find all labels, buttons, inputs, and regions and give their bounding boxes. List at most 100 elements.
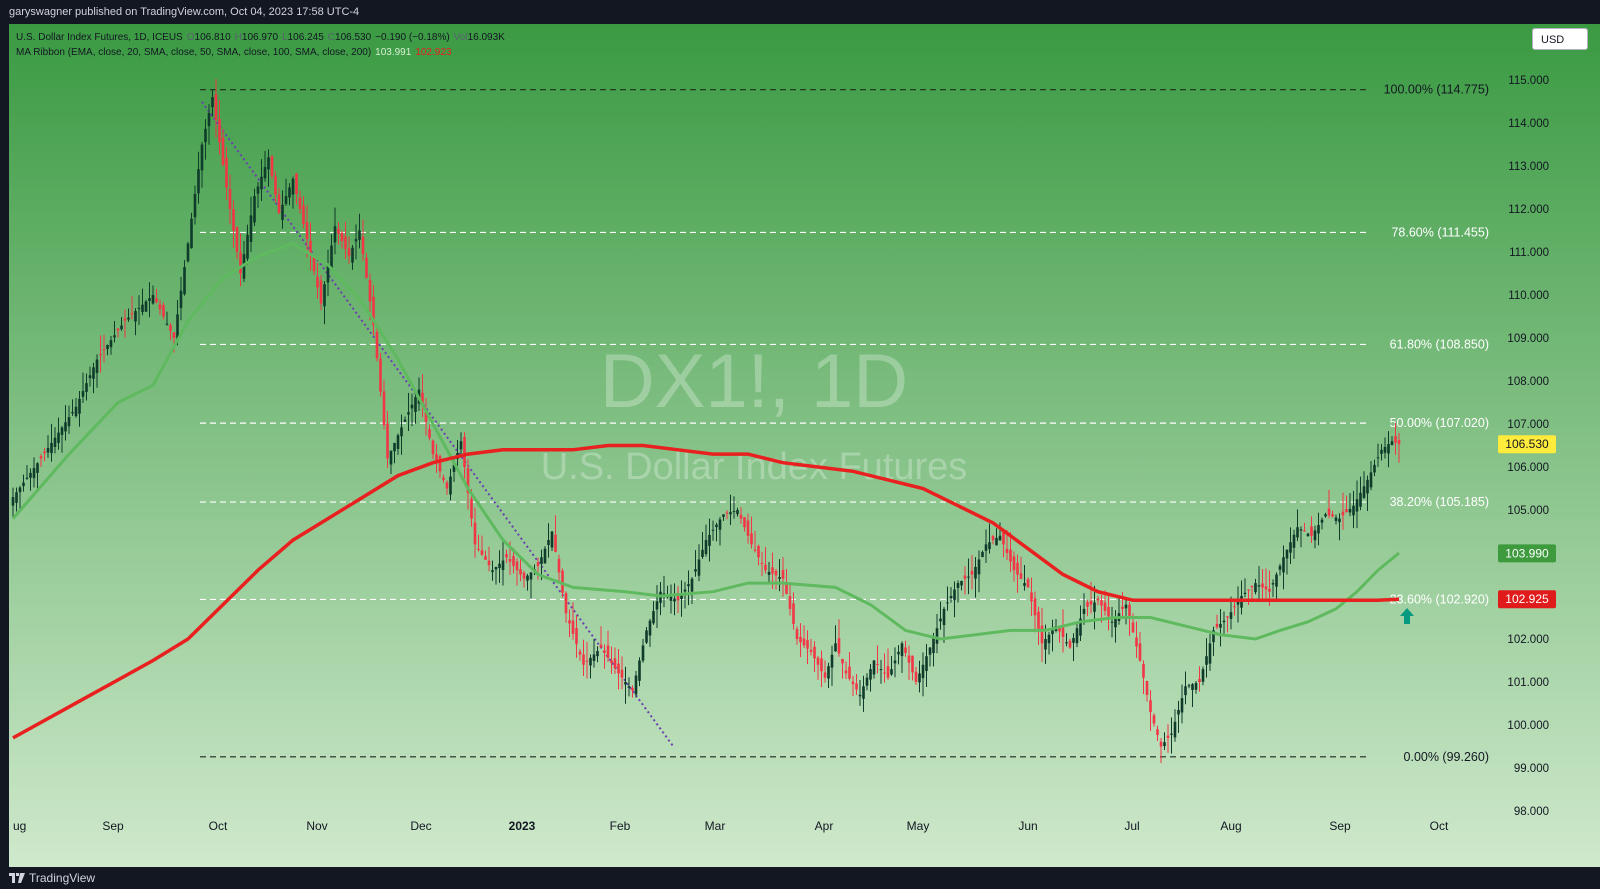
candle xyxy=(183,260,186,296)
candle xyxy=(1247,589,1250,605)
candle xyxy=(1296,509,1299,542)
fib-level-label: 38.20% (105.185) xyxy=(1390,495,1489,509)
ma-200-tag: 102.925 xyxy=(1498,590,1556,609)
candle xyxy=(1236,586,1240,623)
price-tick-label: 99.000 xyxy=(1514,763,1549,775)
currency-button[interactable]: USD xyxy=(1532,28,1588,50)
candle xyxy=(323,281,326,325)
candle xyxy=(729,494,732,525)
candle xyxy=(1187,683,1191,689)
price-chart[interactable]: DX1!, 1D U.S. Dollar Index Futures 100.0… xyxy=(9,24,1600,867)
candle xyxy=(995,528,998,546)
candle xyxy=(1219,608,1222,647)
last-price-tag: 106.530 xyxy=(1498,435,1556,454)
candle xyxy=(29,468,32,491)
candle xyxy=(270,154,274,180)
candle xyxy=(1107,594,1110,631)
candle xyxy=(536,557,540,580)
candle xyxy=(1012,551,1016,582)
candle xyxy=(281,190,284,229)
candle xyxy=(764,546,767,574)
candle xyxy=(288,183,291,206)
candle xyxy=(603,644,606,669)
candle xyxy=(918,660,921,693)
price-tick-label: 100.000 xyxy=(1507,720,1549,732)
low-value: 106.245 xyxy=(287,32,324,43)
candle xyxy=(1082,593,1086,625)
candle xyxy=(1156,725,1159,742)
ma-value-2: 102.923 xyxy=(415,47,452,58)
close-value: 106.530 xyxy=(335,32,372,43)
price-tick-label: 111.000 xyxy=(1509,247,1549,259)
candle xyxy=(1075,622,1079,648)
candle xyxy=(781,556,785,597)
candle xyxy=(263,151,267,182)
price-tick-label: 98.000 xyxy=(1514,806,1549,818)
time-tick-label: Apr xyxy=(815,819,834,833)
candle xyxy=(613,647,617,674)
candle xyxy=(414,391,417,424)
candle xyxy=(204,119,207,160)
candle xyxy=(81,372,85,403)
candle xyxy=(1261,569,1264,601)
time-axis[interactable]: ug Sep Oct Nov Dec 2023 Feb Mar Apr May Jun Jul Aug S… xyxy=(13,819,1449,833)
candle xyxy=(1254,578,1257,595)
time-tick-label: Dec xyxy=(410,819,431,833)
chart-legend: U.S. Dollar Index Futures, 1D, ICEUS O10… xyxy=(16,30,505,60)
candle xyxy=(1037,606,1040,645)
candle xyxy=(904,640,907,657)
candle xyxy=(935,614,939,654)
candle xyxy=(186,241,190,263)
candle xyxy=(767,562,771,583)
candle xyxy=(571,602,575,640)
candle xyxy=(820,650,823,688)
candle xyxy=(389,450,393,474)
candle xyxy=(1184,671,1187,705)
candle xyxy=(95,354,99,388)
fib-level-label: 78.60% (111.455) xyxy=(1391,225,1489,239)
candle xyxy=(1275,572,1278,601)
fibonacci-retracement[interactable]: 100.00% (114.775) 78.60% (111.455) 61.80% … xyxy=(200,83,1489,764)
candle xyxy=(515,558,519,586)
ma-value-1: 103.991 xyxy=(375,47,412,58)
tradingview-logo[interactable]: TradingView xyxy=(9,867,95,889)
candle xyxy=(64,405,67,441)
price-tick-label: 112.000 xyxy=(1508,204,1549,216)
candle xyxy=(505,549,508,564)
candle xyxy=(676,586,680,614)
candle xyxy=(445,480,449,495)
candle xyxy=(736,507,739,517)
arrow-marker-icon xyxy=(1400,608,1414,624)
candle xyxy=(1170,717,1173,754)
candle xyxy=(722,514,725,521)
candle xyxy=(1292,529,1296,559)
candle xyxy=(1198,666,1201,692)
candle xyxy=(718,516,722,546)
candle xyxy=(1163,732,1166,750)
candle xyxy=(235,226,239,260)
candle xyxy=(326,249,330,297)
candle xyxy=(1194,680,1198,694)
candle xyxy=(802,625,806,649)
candle xyxy=(991,534,995,545)
candle xyxy=(638,657,641,687)
candle xyxy=(60,425,64,453)
candle xyxy=(1250,585,1254,599)
candle xyxy=(998,522,1002,541)
candle xyxy=(291,176,295,209)
candle xyxy=(1215,614,1219,630)
candle xyxy=(330,234,333,271)
candle xyxy=(589,654,592,679)
candle xyxy=(953,581,956,618)
candle xyxy=(1051,619,1054,652)
candle xyxy=(578,648,582,661)
candle xyxy=(403,416,407,422)
candle xyxy=(333,207,337,255)
candle xyxy=(1289,527,1292,565)
candle xyxy=(967,558,970,595)
candle xyxy=(32,457,36,488)
candle xyxy=(1338,513,1341,541)
candle xyxy=(1016,554,1019,593)
candle xyxy=(1191,683,1194,708)
candle xyxy=(127,308,130,322)
